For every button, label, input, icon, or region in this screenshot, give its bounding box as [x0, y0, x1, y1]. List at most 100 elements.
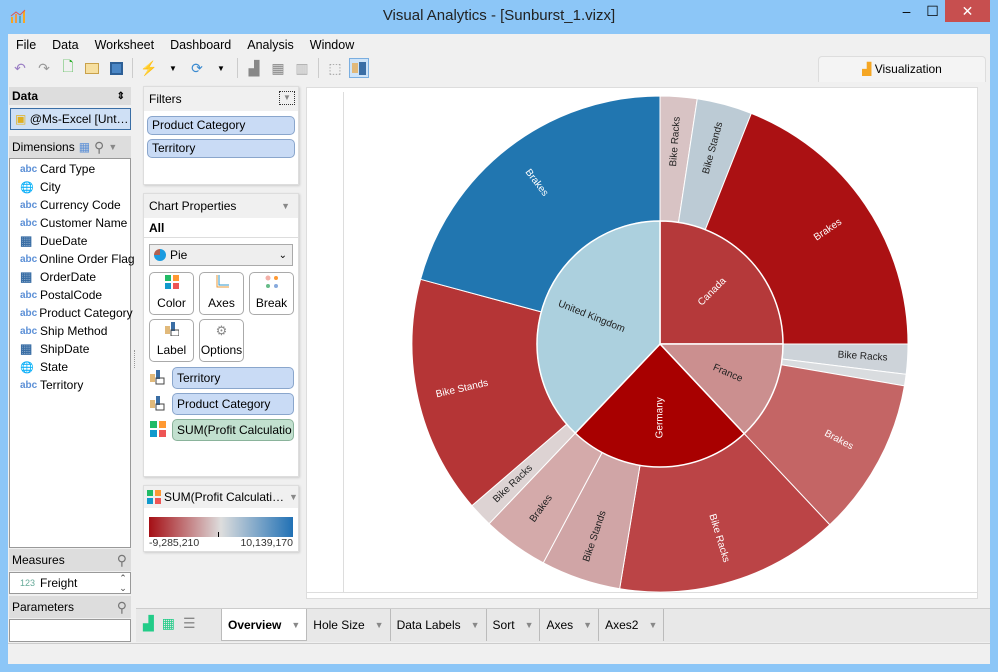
tab-label: Sort — [492, 618, 515, 632]
legend-dropdown-icon[interactable]: ▼ — [289, 492, 298, 502]
add-worksheet-icon[interactable]: ▟ — [143, 615, 154, 631]
tab-hole-size[interactable]: Hole Size ▼ — [307, 609, 391, 641]
dimension-item[interactable]: ▦ DueDate — [10, 232, 130, 250]
tab-dropdown-icon[interactable]: ▼ — [291, 619, 301, 630]
tab-dropdown-icon[interactable]: ▼ — [524, 620, 534, 630]
tab-data-labels[interactable]: Data Labels ▼ — [390, 609, 487, 641]
tab-dropdown-icon[interactable]: ▼ — [470, 620, 480, 630]
label-icon[interactable] — [349, 58, 369, 78]
tab-dropdown-icon[interactable]: ▼ — [648, 620, 658, 630]
toolbar-separator — [318, 58, 319, 78]
dropdown-icon[interactable]: ▼ — [108, 142, 118, 152]
redo-icon[interactable]: ↷ — [38, 59, 50, 76]
color-icon — [147, 490, 161, 504]
save-icon[interactable] — [106, 58, 126, 78]
measures-list: 123 Freight ⌃ ⌄ — [9, 572, 131, 594]
label-button[interactable]: Label — [149, 319, 194, 362]
add-grid-icon[interactable]: ▦ — [271, 59, 285, 76]
connect-dropdown-icon[interactable]: ▼ — [169, 63, 177, 73]
dimension-item[interactable]: abc Customer Name — [10, 214, 130, 232]
dimension-item[interactable]: abc Card Type — [10, 160, 130, 178]
chart-properties-panel: Chart Properties ▼ All Pie ⌄ Color Axes … — [143, 193, 299, 477]
table-icon[interactable]: ▦ — [78, 140, 91, 154]
tab-dropdown-icon[interactable]: ▼ — [583, 620, 593, 630]
sunburst-segment-canada[interactable] — [659, 220, 784, 345]
dimension-item[interactable]: abc Online Order Flag — [10, 250, 135, 268]
menu-data[interactable]: Data — [52, 38, 79, 52]
filters-header: Filters ▼ — [144, 87, 298, 111]
filters-dropdown-icon[interactable]: ▼ — [279, 91, 295, 105]
sunburst-segment-united-kingdom[interactable] — [536, 220, 661, 435]
measure-item[interactable]: 123 Freight — [10, 574, 117, 592]
sunburst-segment-france[interactable] — [658, 343, 784, 435]
axes-button[interactable]: Axes — [199, 272, 244, 315]
chevron-down-icon: ⌄ — [278, 249, 287, 261]
menu-analysis[interactable]: Analysis — [247, 38, 294, 52]
add-dashboard-icon[interactable]: ▦ — [161, 615, 176, 631]
sort-updown-icon[interactable]: ⇕ — [116, 90, 125, 102]
shelf-pill-label[interactable]: Product Category — [172, 393, 294, 415]
shelf-pill-label[interactable]: Territory — [172, 367, 294, 389]
color-button[interactable]: Color — [149, 272, 194, 315]
add-chart-icon[interactable]: ▟ — [248, 59, 260, 76]
menu-window[interactable]: Window — [309, 38, 355, 52]
numeric-icon: 123 — [20, 578, 36, 588]
panel-splitter[interactable] — [134, 350, 136, 368]
dimension-item[interactable]: abc Ship Method — [10, 322, 130, 340]
dimension-label: Online Order Flag — [39, 252, 135, 266]
parameters-list — [9, 619, 131, 642]
filter-product-category[interactable]: Product Category — [147, 116, 295, 135]
close-button[interactable]: ✕ — [945, 0, 990, 22]
tab-sort[interactable]: Sort ▼ — [486, 609, 541, 641]
shelf-pill-color[interactable]: SUM(Profit Calculatio… — [172, 419, 294, 441]
measures-scrollbar[interactable]: ⌃ ⌄ — [117, 573, 129, 593]
dimension-item[interactable]: abc Territory — [10, 376, 130, 394]
menu-dashboard[interactable]: Dashboard — [170, 38, 232, 52]
visualization-icon: ▟ — [862, 62, 872, 76]
tab-dropdown-icon[interactable]: ▼ — [374, 620, 384, 630]
chart-type-select[interactable]: Pie ⌄ — [149, 244, 293, 266]
connect-icon[interactable]: ⚡ — [140, 59, 158, 76]
dimension-item[interactable]: abc Product Category — [10, 304, 133, 322]
maximize-button[interactable]: ☐ — [926, 3, 939, 19]
dimension-item[interactable]: abc Currency Code — [10, 196, 130, 214]
tab-label: Axes — [546, 618, 574, 632]
open-icon[interactable] — [82, 58, 102, 78]
undo-icon[interactable]: ↶ — [14, 59, 26, 76]
tab-overview[interactable]: Overview ▼ — [221, 609, 308, 641]
text-type-icon: abc — [20, 379, 38, 391]
minimize-button[interactable]: ‒ — [902, 3, 911, 19]
dimension-item[interactable]: 🌐 City — [10, 178, 130, 196]
refresh-dropdown-icon[interactable]: ▼ — [217, 63, 225, 73]
dimension-item[interactable]: ▦ ShipDate — [10, 340, 130, 358]
options-button[interactable]: ⚙ Options — [199, 319, 244, 362]
search-icon[interactable]: ⚲ — [116, 551, 127, 568]
refresh-icon[interactable]: ⟳ — [191, 59, 203, 76]
search-icon[interactable]: ⚲ — [94, 138, 105, 155]
toolbar-separator — [237, 58, 238, 78]
lasso-icon[interactable]: ⬚ — [328, 59, 342, 76]
sunburst-segment-germany[interactable] — [574, 342, 746, 468]
tab-axes[interactable]: Axes ▼ — [540, 609, 600, 641]
calendar-icon: ▦ — [20, 341, 33, 356]
new-icon[interactable]: 🗋 — [62, 58, 74, 74]
filter-territory[interactable]: Territory — [147, 139, 295, 158]
dimension-item[interactable]: 🌐 State — [10, 358, 130, 376]
data-source-item[interactable]: ▣ @Ms-Excel [Unt… — [10, 108, 131, 130]
dimension-label: Ship Method — [40, 324, 108, 338]
search-icon[interactable]: ⚲ — [116, 598, 127, 615]
list-sheets-icon[interactable]: ☰ — [183, 615, 196, 631]
tab-axes2[interactable]: Axes2 ▼ — [599, 609, 665, 641]
color-legend: SUM(Profit Calculati… ▼ -9,285,210 10,13… — [143, 485, 299, 552]
menu-file[interactable]: File — [16, 38, 37, 52]
chart-icon[interactable]: ▥ — [295, 59, 309, 76]
visualization-tab[interactable]: ▟ Visualization — [818, 56, 986, 82]
dimension-item[interactable]: ▦ OrderDate — [10, 268, 130, 286]
dimension-label: OrderDate — [40, 270, 97, 284]
scroll-down-icon[interactable]: ⌄ — [119, 583, 127, 593]
break-button[interactable]: Break — [249, 272, 294, 315]
dimension-item[interactable]: abc PostalCode — [10, 286, 130, 304]
chart-properties-dropdown-icon[interactable]: ▼ — [281, 201, 290, 211]
scroll-up-icon[interactable]: ⌃ — [119, 573, 127, 583]
menu-worksheet[interactable]: Worksheet — [94, 38, 155, 52]
